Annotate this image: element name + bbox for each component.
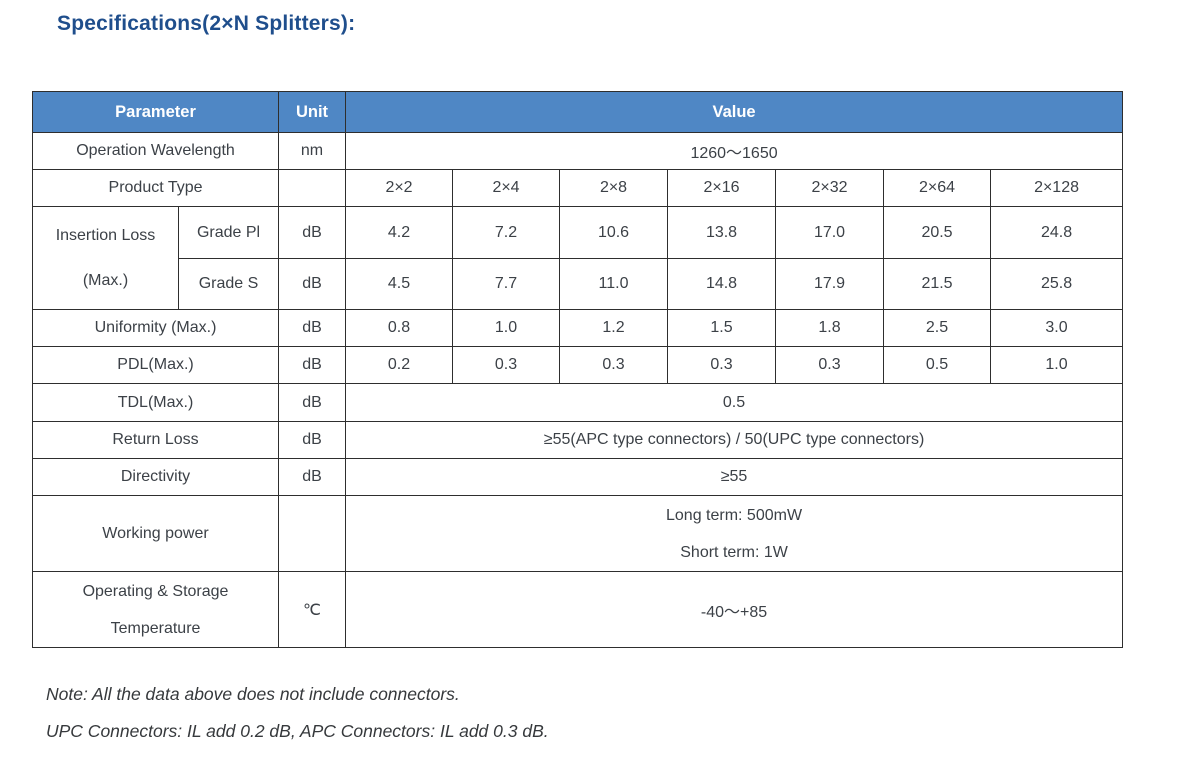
value-cell: 13.8 [667, 206, 777, 259]
param-cell: TDL(Max.) [31, 383, 280, 422]
value-cell: 0.3 [452, 346, 561, 384]
note-il-add: UPC Connectors: IL add 0.2 dB, APC Conne… [46, 721, 549, 741]
param-cell-insertion-loss: Insertion Loss (Max.) [32, 206, 179, 310]
param-cell: Return Loss [31, 421, 280, 459]
value-cell: 10.6 [559, 206, 669, 259]
row-tdl: TDL(Max.) dB 0.5 [31, 383, 1124, 422]
value-cell: 3.0 [990, 309, 1124, 347]
param-cell: Directivity [31, 458, 280, 496]
value-cell: 2×8 [559, 169, 669, 207]
param-line2: Temperature [110, 619, 201, 637]
value-line2: Short term: 1W [680, 543, 788, 561]
row-working-power: Working power Long term: 500mW Short ter… [31, 495, 1124, 572]
param-cell: Uniformity (Max.) [31, 309, 280, 347]
value-cell: 24.8 [990, 206, 1124, 259]
value-cell: 4.5 [345, 258, 454, 310]
value-cell: 2×16 [667, 169, 777, 207]
value-cell: ≥55(APC type connectors) / 50(UPC type c… [345, 421, 1124, 459]
unit-cell: nm [278, 132, 347, 170]
value-cell-working-power: Long term: 500mW Short term: 1W [345, 495, 1124, 572]
value-cell: 2×128 [990, 169, 1124, 207]
param-cell: PDL(Max.) [31, 346, 280, 384]
param-line1: Insertion Loss [55, 227, 156, 244]
unit-cell: dB [278, 258, 347, 310]
unit-cell: dB [278, 346, 347, 384]
value-cell: 17.9 [775, 258, 885, 310]
value-cell: 2.5 [883, 309, 992, 347]
column-header-unit: Unit [278, 91, 347, 133]
value-cell: 0.5 [883, 346, 992, 384]
value-cell: 1.0 [990, 346, 1124, 384]
param-line1: Operating & Storage [82, 582, 229, 600]
row-return-loss: Return Loss dB ≥55(APC type connectors) … [31, 421, 1124, 459]
value-cell: 14.8 [667, 258, 777, 310]
grade-cell: Grade Pl [177, 206, 280, 259]
value-cell: 0.8 [345, 309, 454, 347]
value-cell: 2×64 [883, 169, 992, 207]
value-cell: 2×4 [452, 169, 561, 207]
value-cell: 7.7 [452, 258, 561, 310]
row-pdl: PDL(Max.) dB 0.2 0.3 0.3 0.3 0.3 0.5 1.0 [31, 346, 1124, 384]
row-directivity: Directivity dB ≥55 [31, 458, 1124, 496]
unit-cell: dB [278, 421, 347, 459]
page-title: Specifications(2×N Splitters): [57, 12, 356, 35]
value-cell: 25.8 [990, 258, 1124, 310]
value-cell: 0.3 [667, 346, 777, 384]
note-connectors: Note: All the data above does not includ… [46, 684, 460, 704]
unit-cell [278, 495, 347, 572]
row-temperature: Operating & Storage Temperature ℃ -40～+8… [31, 571, 1124, 648]
value-cell: 0.5 [345, 383, 1124, 422]
param-cell: Working power [31, 495, 280, 572]
grade-cell: Grade S [177, 258, 280, 310]
value-cell: ≥55 [345, 458, 1124, 496]
footnotes: Note: All the data above does not includ… [46, 684, 549, 758]
unit-cell: dB [278, 383, 347, 422]
row-insertion-loss-grade-pl: Insertion Loss (Max.) Grade Pl dB 4.2 7.… [32, 206, 1124, 310]
value-cell: 7.2 [452, 206, 561, 259]
value-cell: 17.0 [775, 206, 885, 259]
value-line1: Long term: 500mW [666, 506, 803, 524]
unit-cell: dB [278, 206, 347, 259]
header-row: Parameter Unit Value [31, 91, 1124, 133]
value-cell: 1.8 [775, 309, 885, 347]
value-cell: 4.2 [345, 206, 454, 259]
column-header-parameter: Parameter [31, 91, 280, 133]
param-line2: (Max.) [82, 272, 129, 289]
value-cell: 11.0 [559, 258, 669, 310]
column-header-value: Value [345, 91, 1124, 133]
value-cell: 1260～1650 [345, 132, 1124, 170]
unit-cell: ℃ [278, 571, 347, 648]
row-uniformity: Uniformity (Max.) dB 0.8 1.0 1.2 1.5 1.8… [31, 309, 1124, 347]
value-cell: 0.2 [345, 346, 454, 384]
value-cell: 20.5 [883, 206, 992, 259]
unit-cell: dB [278, 309, 347, 347]
row-operation-wavelength: Operation Wavelength nm 1260～1650 [31, 132, 1124, 170]
row-insertion-loss-grade-s: Grade S dB 4.5 7.7 11.0 14.8 17.9 21.5 2… [33, 258, 1124, 310]
value-cell: 21.5 [883, 258, 992, 310]
value-cell: -40～+85 [345, 571, 1124, 648]
value-cell: 0.3 [559, 346, 669, 384]
value-cell: 2×32 [775, 169, 885, 207]
value-cell: 0.3 [775, 346, 885, 384]
value-cell: 2×2 [345, 169, 454, 207]
value-cell: 1.2 [559, 309, 669, 347]
param-cell: Operation Wavelength [31, 132, 280, 170]
unit-cell [278, 169, 347, 207]
row-product-type: Product Type 2×2 2×4 2×8 2×16 2×32 2×64 … [31, 169, 1124, 207]
unit-cell: dB [278, 458, 347, 496]
param-cell: Product Type [31, 169, 280, 207]
specifications-table: Parameter Unit Value Operation Wavelengt… [31, 91, 1124, 648]
value-cell: 1.5 [667, 309, 777, 347]
param-cell-temperature: Operating & Storage Temperature [31, 571, 280, 648]
value-cell: 1.0 [452, 309, 561, 347]
